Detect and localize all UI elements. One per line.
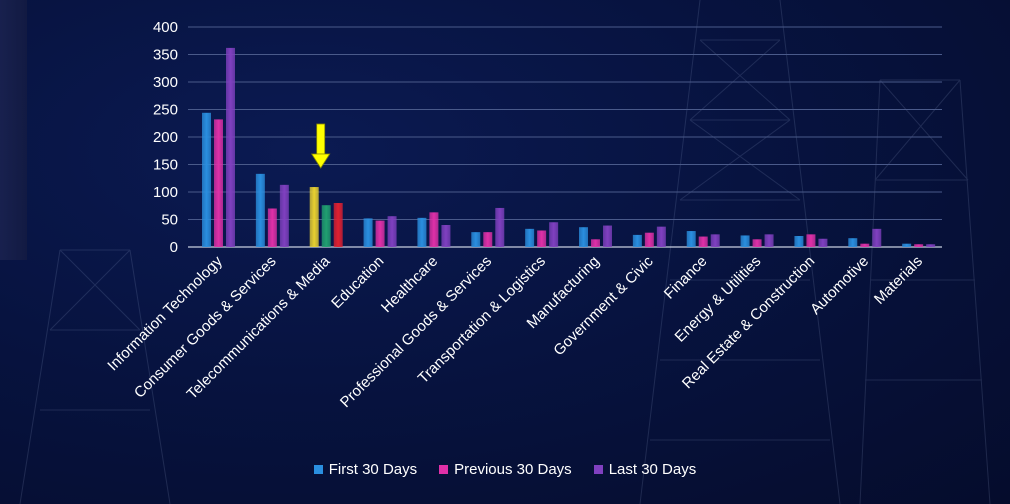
bar-1-0 xyxy=(255,173,265,247)
y-tick-label: 0 xyxy=(170,239,178,256)
bar-3-1 xyxy=(375,220,385,247)
bar-0-2 xyxy=(226,47,235,248)
side-panel xyxy=(0,0,27,260)
bar-12-1 xyxy=(860,243,870,247)
bar-5-2 xyxy=(495,207,505,247)
bar-1-2 xyxy=(279,184,289,247)
bar-13-0 xyxy=(902,243,912,247)
y-tick-label: 350 xyxy=(153,47,178,64)
bar-13-1 xyxy=(914,244,924,247)
legend-swatch-last xyxy=(593,465,603,474)
bar-2-2 xyxy=(333,203,343,247)
bar-3-2 xyxy=(387,216,397,247)
bar-7-0 xyxy=(579,227,588,247)
legend: First 30 Days Previous 30 Days Last 30 D… xyxy=(0,461,1010,478)
bar-13-2 xyxy=(926,244,936,247)
bars xyxy=(202,47,936,248)
bar-7-1 xyxy=(591,239,600,247)
bar-4-1 xyxy=(429,212,439,247)
legend-swatch-first xyxy=(313,465,323,474)
arrow-shaft xyxy=(316,123,326,155)
x-tick-label: Materials xyxy=(871,253,926,308)
bar-11-2 xyxy=(818,238,828,247)
grid-lines xyxy=(188,26,942,248)
bar-8-2 xyxy=(656,226,666,247)
bar-12-2 xyxy=(872,228,882,247)
y-axis-ticks: 0 50 100 150 200 250 300 350 400 xyxy=(153,19,178,256)
bar-8-0 xyxy=(632,234,642,247)
y-tick-label: 200 xyxy=(153,129,178,146)
highlight-arrow xyxy=(310,123,331,169)
x-tick-label: Automotive xyxy=(807,253,872,318)
bar-0-1 xyxy=(214,119,223,247)
bar-9-0 xyxy=(686,231,696,247)
bar-7-2 xyxy=(603,225,612,247)
bar-1-1 xyxy=(267,208,277,247)
legend-item-previous: Previous 30 Days xyxy=(439,461,572,478)
bar-2-0 xyxy=(309,187,319,247)
bar-12-0 xyxy=(848,238,858,247)
bar-2-1 xyxy=(321,205,331,247)
legend-swatch-previous xyxy=(439,465,449,474)
arrow-head xyxy=(310,153,331,169)
y-tick-label: 250 xyxy=(153,102,178,119)
legend-label-last: Last 30 Days xyxy=(608,461,697,478)
x-tick-label: Finance xyxy=(661,253,711,303)
bar-6-0 xyxy=(525,228,535,247)
x-tick-label: Government & Civic xyxy=(550,252,657,359)
bar-6-2 xyxy=(549,222,559,247)
bar-3-0 xyxy=(363,218,373,247)
bar-0-0 xyxy=(202,112,211,247)
y-tick-label: 400 xyxy=(153,19,178,36)
legend-label-previous: Previous 30 Days xyxy=(454,461,572,478)
bar-9-1 xyxy=(698,236,708,247)
bar-9-2 xyxy=(710,234,720,247)
bar-5-1 xyxy=(483,232,493,247)
legend-label-first: First 30 Days xyxy=(328,461,418,478)
legend-item-last: Last 30 Days xyxy=(593,461,697,478)
bar-5-0 xyxy=(471,232,481,247)
legend-item-first: First 30 Days xyxy=(313,461,418,478)
bar-11-1 xyxy=(806,234,816,247)
bar-10-0 xyxy=(740,235,750,247)
bar-6-1 xyxy=(537,230,547,247)
bar-8-1 xyxy=(644,232,654,247)
bar-10-1 xyxy=(752,239,762,247)
bar-10-2 xyxy=(764,234,774,247)
bar-11-0 xyxy=(794,236,804,247)
y-tick-label: 150 xyxy=(153,157,178,174)
y-tick-label: 300 xyxy=(153,74,178,91)
y-tick-label: 50 xyxy=(161,212,178,229)
y-tick-label: 100 xyxy=(153,184,178,201)
bar-4-0 xyxy=(417,217,427,247)
bar-4-2 xyxy=(441,225,451,247)
